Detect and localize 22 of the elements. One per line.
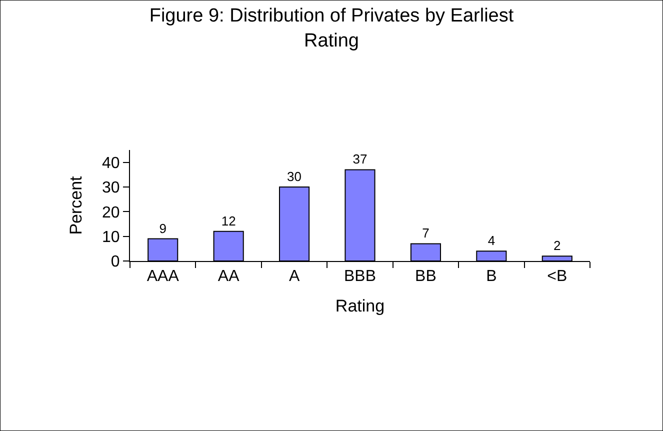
x-tick-label: BBB bbox=[344, 268, 376, 286]
data-label: 37 bbox=[352, 152, 368, 167]
x-axis-title: Rating bbox=[335, 296, 385, 316]
data-label: 9 bbox=[159, 220, 166, 236]
data-label: 7 bbox=[422, 226, 430, 241]
x-tick-label: B bbox=[486, 268, 497, 286]
chart-title: Figure 9: Distribution of Privates by Earliest Rating bbox=[149, 6, 514, 52]
y-tick-label: 40 bbox=[102, 154, 120, 172]
y-tick-label: 30 bbox=[102, 180, 120, 197]
y-tick-label: 10 bbox=[102, 228, 120, 246]
y-tick-label: 0 bbox=[110, 254, 120, 271]
data-label: 30 bbox=[287, 169, 302, 184]
data-label: 2 bbox=[554, 238, 561, 254]
x-tick-label: BB bbox=[415, 268, 436, 286]
x-tick-label: AA bbox=[218, 268, 240, 286]
x-tick-label: A bbox=[288, 268, 300, 286]
data-label: 12 bbox=[221, 213, 236, 228]
data-label: 4 bbox=[488, 233, 496, 248]
y-tick-label: 20 bbox=[102, 204, 120, 222]
x-tick-label: <B bbox=[547, 268, 568, 286]
y-axis-title: Percent bbox=[66, 176, 86, 235]
x-tick-label: AAA bbox=[146, 268, 180, 286]
